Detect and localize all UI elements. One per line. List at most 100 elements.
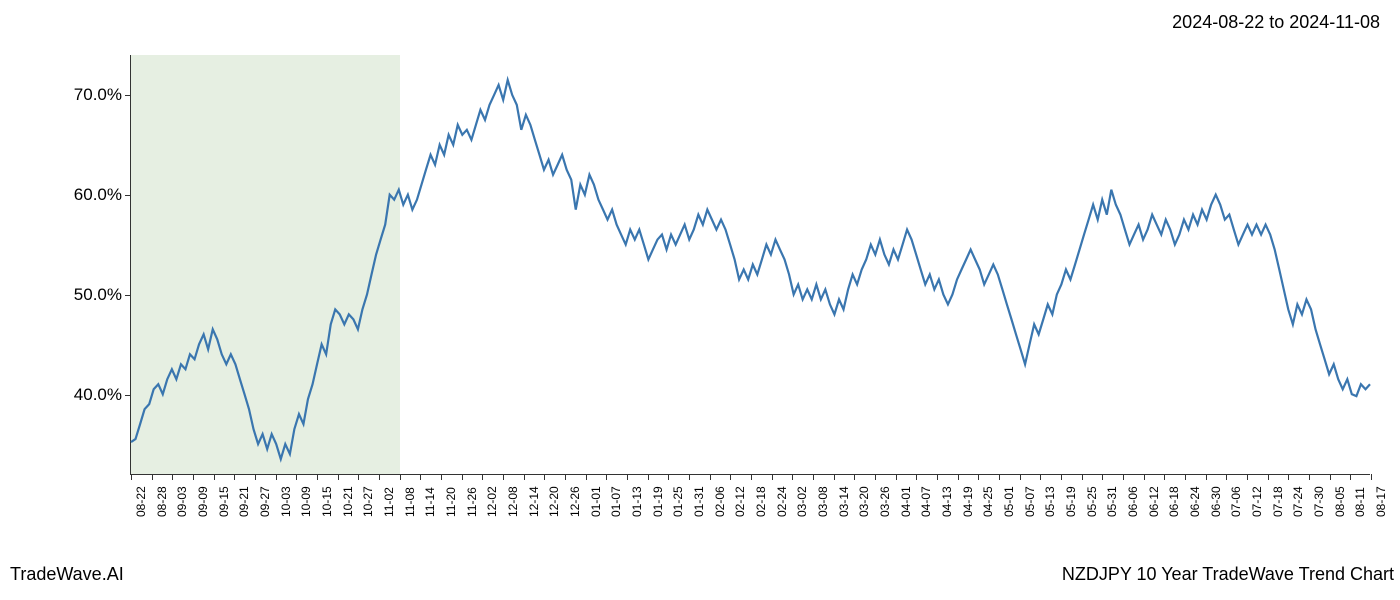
x-axis-label: 04-07 bbox=[919, 486, 933, 517]
x-tick-mark bbox=[358, 474, 359, 480]
x-axis-label: 08-22 bbox=[134, 486, 148, 517]
x-tick-mark bbox=[462, 474, 463, 480]
y-axis-label: 70.0% bbox=[74, 85, 122, 105]
x-axis-label: 08-11 bbox=[1353, 487, 1367, 517]
x-axis-label: 06-24 bbox=[1188, 486, 1202, 517]
x-axis-label: 07-24 bbox=[1291, 486, 1305, 517]
x-tick-mark bbox=[813, 474, 814, 480]
x-tick-mark bbox=[1247, 474, 1248, 480]
x-tick-mark bbox=[689, 474, 690, 480]
x-tick-mark bbox=[875, 474, 876, 480]
x-tick-mark bbox=[524, 474, 525, 480]
x-tick-mark bbox=[668, 474, 669, 480]
x-tick-mark bbox=[648, 474, 649, 480]
x-axis-label: 10-15 bbox=[320, 486, 334, 517]
x-axis-label: 02-18 bbox=[754, 486, 768, 517]
y-axis-label: 60.0% bbox=[74, 185, 122, 205]
x-tick-mark bbox=[978, 474, 979, 480]
x-axis-label: 09-27 bbox=[258, 486, 272, 517]
x-axis-label: 05-07 bbox=[1023, 486, 1037, 517]
x-axis-label: 06-18 bbox=[1167, 486, 1181, 517]
x-tick-mark bbox=[1309, 474, 1310, 480]
x-tick-mark bbox=[896, 474, 897, 480]
x-axis-label: 10-03 bbox=[279, 486, 293, 517]
x-axis-label: 06-30 bbox=[1209, 486, 1223, 517]
x-tick-mark bbox=[1350, 474, 1351, 480]
x-tick-mark bbox=[1268, 474, 1269, 480]
x-tick-mark bbox=[338, 474, 339, 480]
x-axis-label: 12-26 bbox=[568, 486, 582, 517]
line-chart-svg bbox=[131, 55, 1370, 474]
x-axis-label: 11-02 bbox=[382, 487, 396, 517]
x-tick-mark bbox=[214, 474, 215, 480]
x-axis-label: 04-19 bbox=[961, 486, 975, 517]
y-tick-mark bbox=[125, 395, 131, 396]
x-tick-mark bbox=[1164, 474, 1165, 480]
x-axis-label: 05-25 bbox=[1085, 486, 1099, 517]
x-tick-mark bbox=[482, 474, 483, 480]
x-axis-label: 04-01 bbox=[899, 486, 913, 517]
x-axis-label: 01-31 bbox=[692, 486, 706, 517]
x-tick-mark bbox=[937, 474, 938, 480]
x-tick-mark bbox=[586, 474, 587, 480]
x-axis-label: 03-26 bbox=[878, 486, 892, 517]
x-axis-label: 08-05 bbox=[1333, 486, 1347, 517]
x-axis-label: 09-15 bbox=[217, 486, 231, 517]
x-tick-mark bbox=[751, 474, 752, 480]
x-axis-label: 02-24 bbox=[775, 486, 789, 517]
x-axis-label: 03-08 bbox=[816, 486, 830, 517]
x-tick-mark bbox=[854, 474, 855, 480]
x-tick-mark bbox=[1371, 474, 1372, 480]
x-tick-mark bbox=[420, 474, 421, 480]
x-tick-mark bbox=[565, 474, 566, 480]
x-axis-label: 12-02 bbox=[485, 486, 499, 517]
trend-line bbox=[131, 80, 1370, 459]
x-axis-label: 03-20 bbox=[857, 486, 871, 517]
x-axis-label: 05-19 bbox=[1064, 486, 1078, 517]
x-axis-label: 05-01 bbox=[1002, 486, 1016, 517]
x-tick-mark bbox=[544, 474, 545, 480]
x-axis-label: 06-12 bbox=[1147, 486, 1161, 517]
x-axis-label: 04-13 bbox=[940, 486, 954, 517]
x-tick-mark bbox=[400, 474, 401, 480]
x-tick-mark bbox=[193, 474, 194, 480]
x-axis-label: 08-28 bbox=[155, 486, 169, 517]
x-tick-mark bbox=[503, 474, 504, 480]
x-tick-mark bbox=[234, 474, 235, 480]
x-axis-label: 06-06 bbox=[1126, 486, 1140, 517]
x-tick-mark bbox=[1288, 474, 1289, 480]
x-tick-mark bbox=[627, 474, 628, 480]
x-tick-mark bbox=[834, 474, 835, 480]
x-axis-label: 01-01 bbox=[589, 486, 603, 517]
x-axis-label: 11-14 bbox=[423, 487, 437, 517]
x-axis-label: 11-20 bbox=[444, 487, 458, 517]
x-axis-label: 10-21 bbox=[341, 486, 355, 517]
x-tick-mark bbox=[1226, 474, 1227, 480]
x-axis-label: 03-14 bbox=[837, 486, 851, 517]
x-tick-mark bbox=[958, 474, 959, 480]
x-tick-mark bbox=[916, 474, 917, 480]
y-tick-mark bbox=[125, 95, 131, 96]
x-tick-mark bbox=[1185, 474, 1186, 480]
x-axis-label: 07-18 bbox=[1271, 486, 1285, 517]
x-axis-label: 10-09 bbox=[299, 486, 313, 517]
x-axis-label: 12-20 bbox=[547, 486, 561, 517]
x-axis-label: 05-13 bbox=[1043, 486, 1057, 517]
x-tick-mark bbox=[1020, 474, 1021, 480]
x-tick-mark bbox=[1123, 474, 1124, 480]
x-axis-label: 04-25 bbox=[981, 486, 995, 517]
x-axis-label: 05-31 bbox=[1105, 486, 1119, 517]
x-axis-label: 02-06 bbox=[713, 486, 727, 517]
x-tick-mark bbox=[152, 474, 153, 480]
x-tick-mark bbox=[606, 474, 607, 480]
x-tick-mark bbox=[730, 474, 731, 480]
x-tick-mark bbox=[317, 474, 318, 480]
x-tick-mark bbox=[255, 474, 256, 480]
x-tick-mark bbox=[1330, 474, 1331, 480]
x-tick-mark bbox=[131, 474, 132, 480]
x-axis-label: 01-13 bbox=[630, 486, 644, 517]
chart-plot-area bbox=[130, 55, 1370, 475]
y-axis-label: 50.0% bbox=[74, 285, 122, 305]
y-tick-mark bbox=[125, 295, 131, 296]
x-axis-label: 12-14 bbox=[527, 486, 541, 517]
